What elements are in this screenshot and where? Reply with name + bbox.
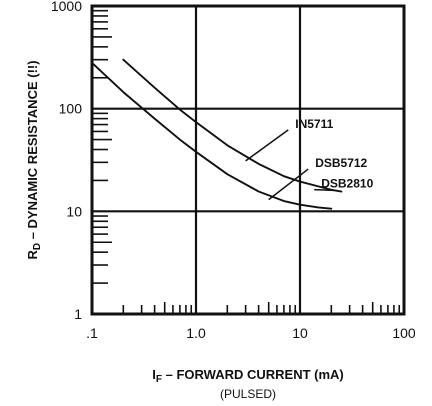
tick-labels: .1 1.0 10 100 1000 100 10 1 (51, 0, 416, 341)
y-axis-title-main: R (25, 250, 40, 260)
series-line-2 (91, 61, 333, 210)
x-axis-title: IF – FORWARD CURRENT (mA) (152, 367, 344, 385)
annotation-label-2: DSB5712 (315, 156, 367, 170)
x-tick-label: .1 (86, 325, 98, 341)
annotation-leader-2 (268, 168, 309, 201)
series-line-1 (122, 58, 343, 193)
x-tick-label: 10 (292, 325, 308, 341)
series-layer (91, 58, 343, 210)
annotation-leader-1 (245, 129, 289, 162)
annotation-label-1: IN5711 (295, 117, 333, 131)
y-tick-label: 10 (66, 203, 82, 219)
y-axis-title-sub: D (32, 243, 43, 250)
plot-frame (90, 4, 406, 316)
x-tick-label: 1.0 (186, 325, 206, 341)
y-axis-title: RD – DYNAMIC RESISTANCE (!!) (25, 60, 43, 259)
x-axis-title-sub: F (156, 374, 162, 385)
y-axis-title-rest: – DYNAMIC RESISTANCE (!!) (25, 60, 40, 242)
y-tick-label: 1000 (51, 0, 82, 14)
x-tick-label: 100 (392, 325, 416, 341)
x-axis-title-main: I (152, 367, 156, 382)
x-axis-title-rest: – FORWARD CURRENT (mA) (162, 367, 344, 382)
y-tick-label: 100 (59, 101, 83, 117)
annotation-leader-3 (314, 188, 334, 192)
x-axis-subtitle: (PULSED) (220, 387, 276, 401)
y-tick-label: 1 (74, 306, 82, 322)
annotation-layer: IN5711 DSB5712 DSB2810 (245, 117, 374, 201)
annotation-label-3: DSB2810 (321, 177, 373, 191)
